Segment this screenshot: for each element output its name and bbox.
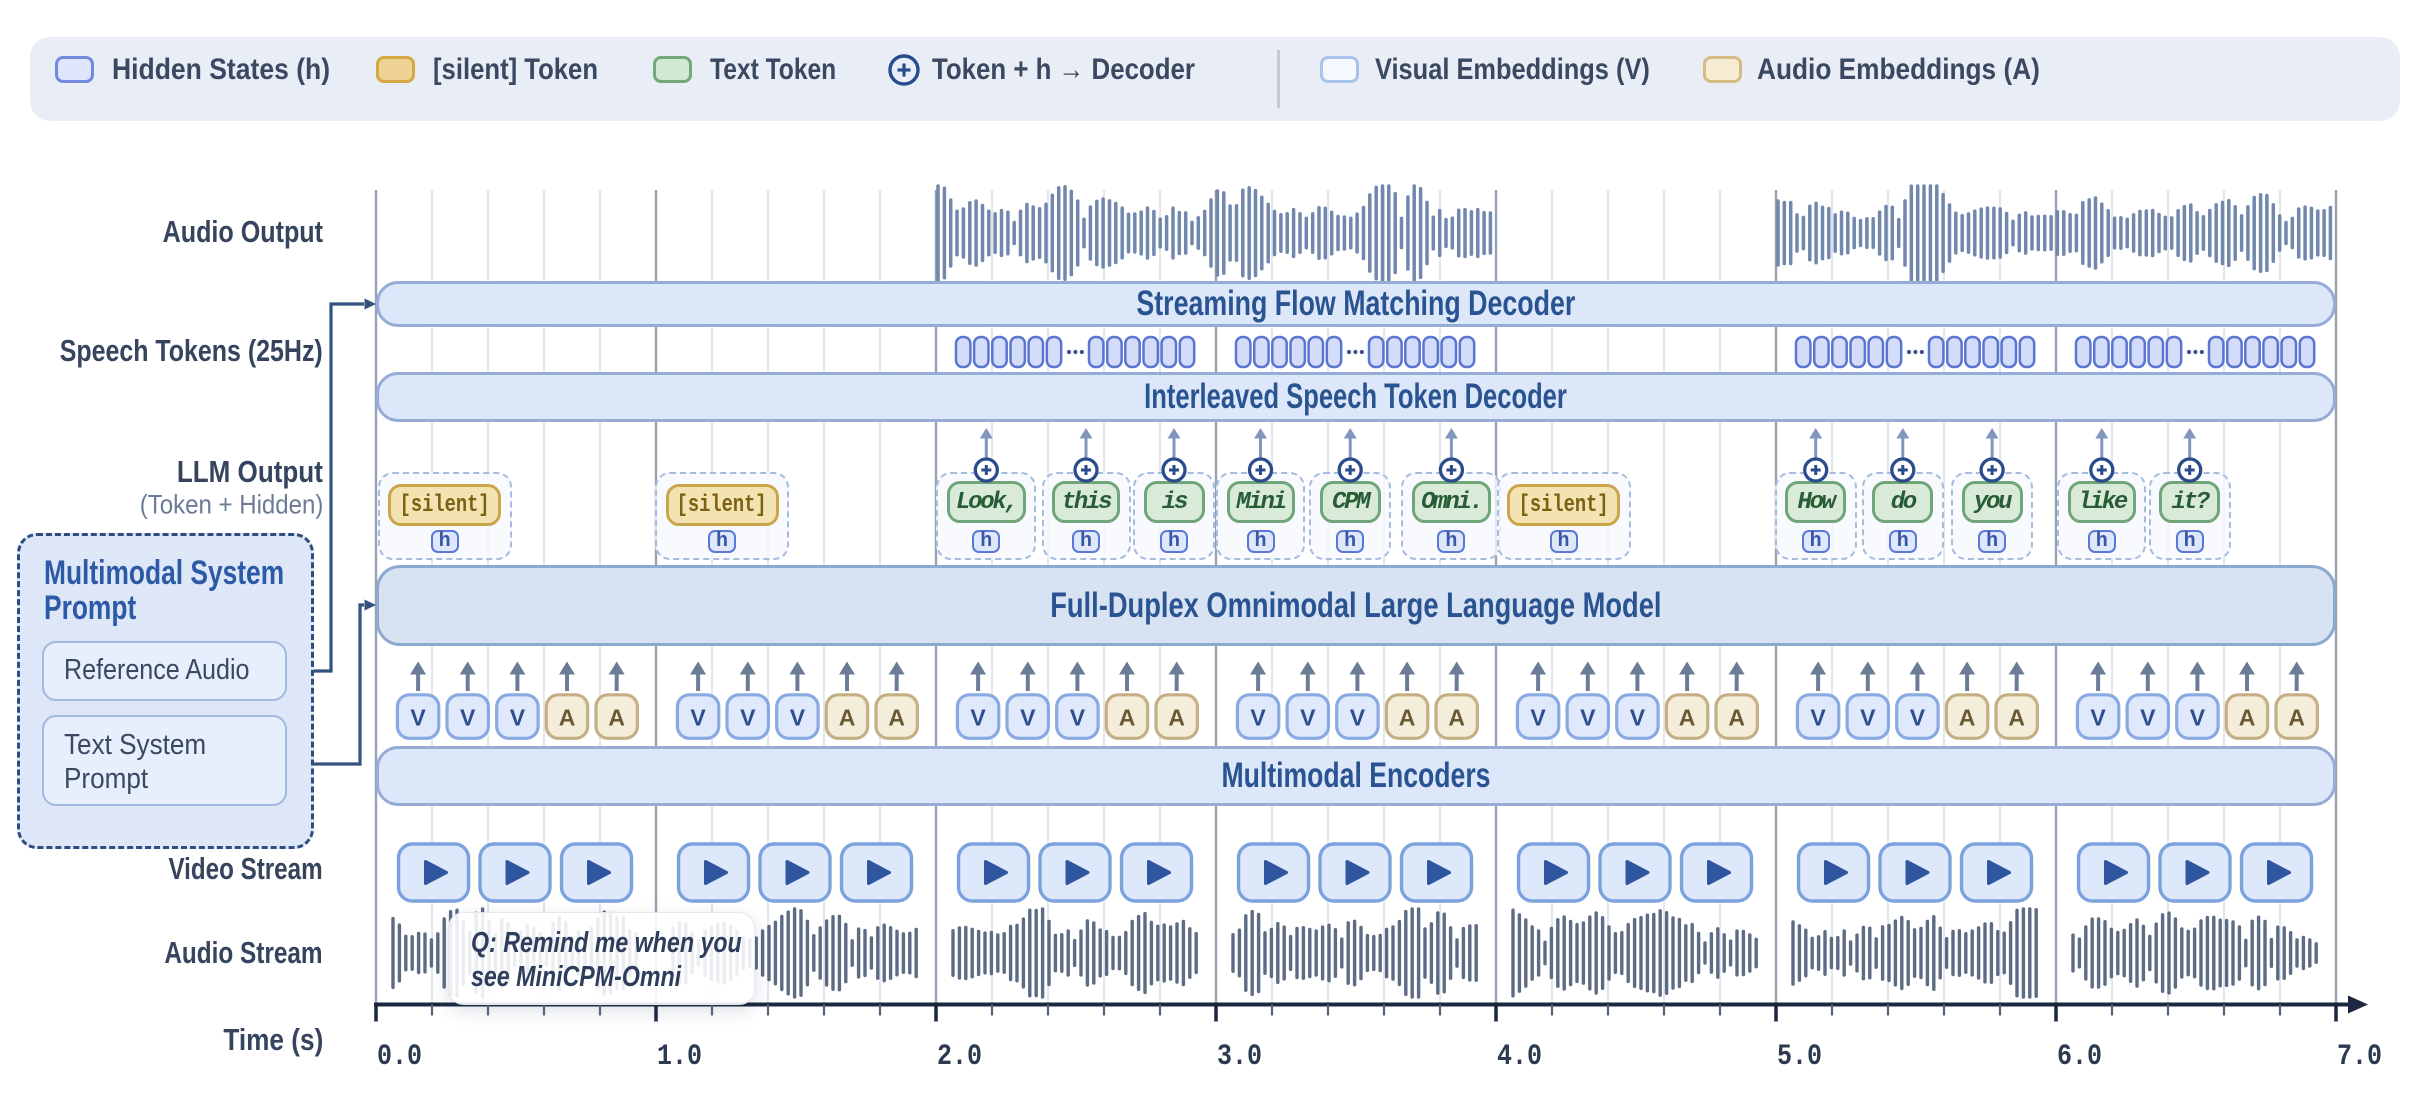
svg-text:V: V [510, 705, 526, 731]
svg-text:V: V [690, 705, 706, 731]
svg-text:A: A [2239, 705, 2256, 731]
svg-text:2.0: 2.0 [937, 1040, 982, 1074]
svg-text:A: A [559, 705, 576, 731]
svg-text:A: A [1168, 705, 1185, 731]
svg-text:V: V [1580, 705, 1596, 731]
svg-text:A: A [888, 705, 905, 731]
svg-text:V: V [2090, 705, 2106, 731]
svg-text:V: V [1860, 705, 1876, 731]
svg-text:V: V [740, 705, 756, 731]
svg-text:V: V [1250, 705, 1266, 731]
svg-text:V: V [790, 705, 806, 731]
svg-text:V: V [1530, 705, 1546, 731]
svg-text:1.0: 1.0 [657, 1040, 702, 1074]
svg-text:V: V [1070, 705, 1086, 731]
svg-text:V: V [1810, 705, 1826, 731]
svg-text:5.0: 5.0 [1777, 1040, 1822, 1074]
svg-text:V: V [1020, 705, 1036, 731]
svg-text:V: V [2140, 705, 2156, 731]
svg-text:A: A [2288, 705, 2305, 731]
svg-text:V: V [1300, 705, 1316, 731]
svg-text:V: V [1350, 705, 1366, 731]
svg-text:V: V [2190, 705, 2206, 731]
svg-text:A: A [2008, 705, 2025, 731]
svg-text:A: A [1679, 705, 1696, 731]
svg-text:0.0: 0.0 [377, 1040, 422, 1074]
svg-text:A: A [1399, 705, 1416, 731]
svg-text:A: A [1448, 705, 1465, 731]
svg-text:A: A [608, 705, 625, 731]
svg-text:V: V [410, 705, 426, 731]
svg-text:V: V [460, 705, 476, 731]
svg-text:3.0: 3.0 [1217, 1040, 1262, 1074]
svg-text:6.0: 6.0 [2057, 1040, 2102, 1074]
svg-text:A: A [1119, 705, 1136, 731]
svg-text:V: V [1630, 705, 1646, 731]
svg-text:A: A [839, 705, 856, 731]
svg-text:A: A [1728, 705, 1745, 731]
svg-text:A: A [1959, 705, 1976, 731]
svg-text:V: V [1910, 705, 1926, 731]
svg-text:7.0: 7.0 [2337, 1040, 2382, 1074]
svg-text:4.0: 4.0 [1497, 1040, 1542, 1074]
svg-text:V: V [970, 705, 986, 731]
